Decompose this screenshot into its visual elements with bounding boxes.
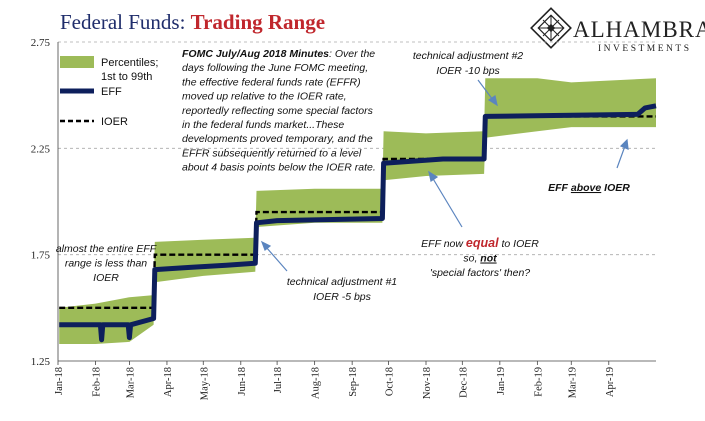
logo-diamond-icon xyxy=(530,7,572,49)
annotation-text: equal xyxy=(466,236,499,250)
annotation-text: technical adjustment #1 xyxy=(287,276,397,288)
annotation-eff-above: EFF above IOER xyxy=(548,182,630,194)
legend-label-band-line2: 1st to 99th xyxy=(101,71,152,83)
x-tick-label: Apr-19 xyxy=(605,367,616,397)
x-tick-label: Oct-18 xyxy=(384,367,395,396)
legend-label-ioer: IOER xyxy=(101,116,128,128)
y-tick-label: 2.75 xyxy=(31,37,51,49)
chart-title: Federal Funds: Trading Range xyxy=(60,10,325,34)
annotation-line: so, not xyxy=(463,253,497,265)
annotation-line: IOER -10 bps xyxy=(436,65,500,77)
annotation-text: not xyxy=(480,253,497,265)
annotation-text: 'special factors' then? xyxy=(430,267,530,279)
annotation-fomc: FOMC July/Aug 2018 Minutes: Over the days… xyxy=(182,48,376,174)
annotation-line: moved up relative to the IOER rate, xyxy=(182,91,347,103)
annotation-tech1: technical adjustment #1 IOER -5 bps xyxy=(287,276,397,303)
annotation-line: FOMC July/Aug 2018 Minutes: Over the xyxy=(182,48,375,60)
annotation-line: in the federal funds market...These xyxy=(182,119,344,131)
logo-name: ALHAMBRA xyxy=(573,17,705,42)
arrow-eff-equal xyxy=(428,170,463,228)
x-tick-label: Jul-18 xyxy=(273,367,284,393)
annotation-line: EFF above IOER xyxy=(548,182,630,194)
arrow-eff-above xyxy=(616,138,629,169)
x-tick-label: May-18 xyxy=(199,367,210,400)
annotation-line: reportedly reflecting some special facto… xyxy=(182,105,374,117)
annotation-text: EFFR subsequently returned to a level xyxy=(182,147,362,159)
annotation-text: above xyxy=(571,182,602,194)
annotation-tech2: technical adjustment #2 IOER -10 bps xyxy=(413,50,523,77)
annotation-text: IOER xyxy=(93,272,119,284)
annotation-almost: almost the entire EFF range is less than I… xyxy=(56,243,157,284)
x-tick-label: Feb-18 xyxy=(92,367,103,397)
x-tick-label: Aug-18 xyxy=(311,367,322,399)
annotation-line: IOER xyxy=(93,272,119,284)
legend: Percentiles; 1st to 99th EFF IOER xyxy=(60,56,158,128)
annotations: FOMC July/Aug 2018 Minutes: Over the days… xyxy=(56,48,630,303)
chart-title-part1: Federal Funds: xyxy=(60,10,191,34)
legend-label-band-line1: Percentiles; xyxy=(101,57,158,69)
chart-title-part2: Trading Range xyxy=(191,10,325,34)
annotation-text: days following the June FOMC meeting, xyxy=(182,62,368,74)
x-tick-label: Jun-18 xyxy=(237,367,248,396)
y-tick-label: 2.25 xyxy=(31,143,51,155)
annotation-line: technical adjustment #2 xyxy=(413,50,523,62)
eff-line xyxy=(59,103,657,343)
alhambra-logo: ALHAMBRA INVESTMENTS xyxy=(530,7,705,54)
annotation-text: about 4 basis points below the IOER rate… xyxy=(182,162,376,174)
x-tick-label: Nov-18 xyxy=(422,367,433,399)
annotation-line: developments proved temporary, and the xyxy=(182,133,373,145)
legend-swatch-band xyxy=(60,56,94,68)
annotation-text: : Over the xyxy=(329,48,375,60)
x-tick-label: Jan-19 xyxy=(496,367,507,395)
x-tick-label: Apr-18 xyxy=(163,367,174,397)
x-tick-label: Sep-18 xyxy=(348,367,359,397)
annotation-text: IOER -10 bps xyxy=(436,65,500,77)
x-tick-label: Mar-18 xyxy=(125,367,136,398)
axes: 1.25 1.75 2.25 2.75 Jan-18 Feb-18 Mar-18 Apr-18… xyxy=(31,37,656,400)
annotation-arrows xyxy=(260,79,629,272)
annotation-text: moved up relative to the IOER rate, xyxy=(182,91,347,103)
legend-label-eff: EFF xyxy=(101,86,122,98)
annotation-text: almost the entire EFF xyxy=(56,243,157,255)
annotation-line: range is less than xyxy=(65,258,147,270)
annotation-text: IOER xyxy=(601,182,630,194)
annotation-line: EFFR subsequently returned to a level xyxy=(182,147,362,159)
annotation-text: range is less than xyxy=(65,258,147,270)
x-tick-label: Feb-19 xyxy=(533,367,544,397)
logo-subtitle: INVESTMENTS xyxy=(598,44,691,54)
y-tick-label: 1.75 xyxy=(31,250,51,262)
arrow-tech1 xyxy=(260,240,288,272)
annotation-line: 'special factors' then? xyxy=(430,267,530,279)
x-tick-label: Jan-18 xyxy=(54,367,65,395)
annotation-text: IOER -5 bps xyxy=(313,291,372,303)
annotation-line: IOER -5 bps xyxy=(313,291,372,303)
annotation-text: reportedly reflecting some special facto… xyxy=(182,105,374,117)
eff-series xyxy=(59,103,657,343)
arrow-tech2 xyxy=(477,79,498,107)
annotation-text: so, xyxy=(463,253,480,265)
annotation-text: EFF now xyxy=(421,238,466,250)
annotation-line: EFF now equal to IOER xyxy=(421,236,539,250)
y-tick-label: 1.25 xyxy=(31,356,51,368)
annotation-text: developments proved temporary, and the xyxy=(182,133,373,145)
annotation-line: about 4 basis points below the IOER rate… xyxy=(182,162,376,174)
annotation-text: technical adjustment #2 xyxy=(413,50,523,62)
annotation-text: in the federal funds market...These xyxy=(182,119,344,131)
annotation-text: FOMC July/Aug 2018 Minutes xyxy=(182,48,329,60)
annotation-text: the effective federal funds rate (EFFR) xyxy=(182,76,361,88)
x-tick-label: Mar-19 xyxy=(567,367,578,398)
annotation-text: EFF xyxy=(548,182,571,194)
x-tick-label: Dec-18 xyxy=(458,367,469,398)
annotation-text: to IOER xyxy=(499,238,540,250)
annotation-line: days following the June FOMC meeting, xyxy=(182,62,368,74)
annotation-line: technical adjustment #1 xyxy=(287,276,397,288)
grid-lines xyxy=(58,41,656,256)
annotation-line: almost the entire EFF xyxy=(56,243,157,255)
annotation-line: the effective federal funds rate (EFFR) xyxy=(182,76,361,88)
